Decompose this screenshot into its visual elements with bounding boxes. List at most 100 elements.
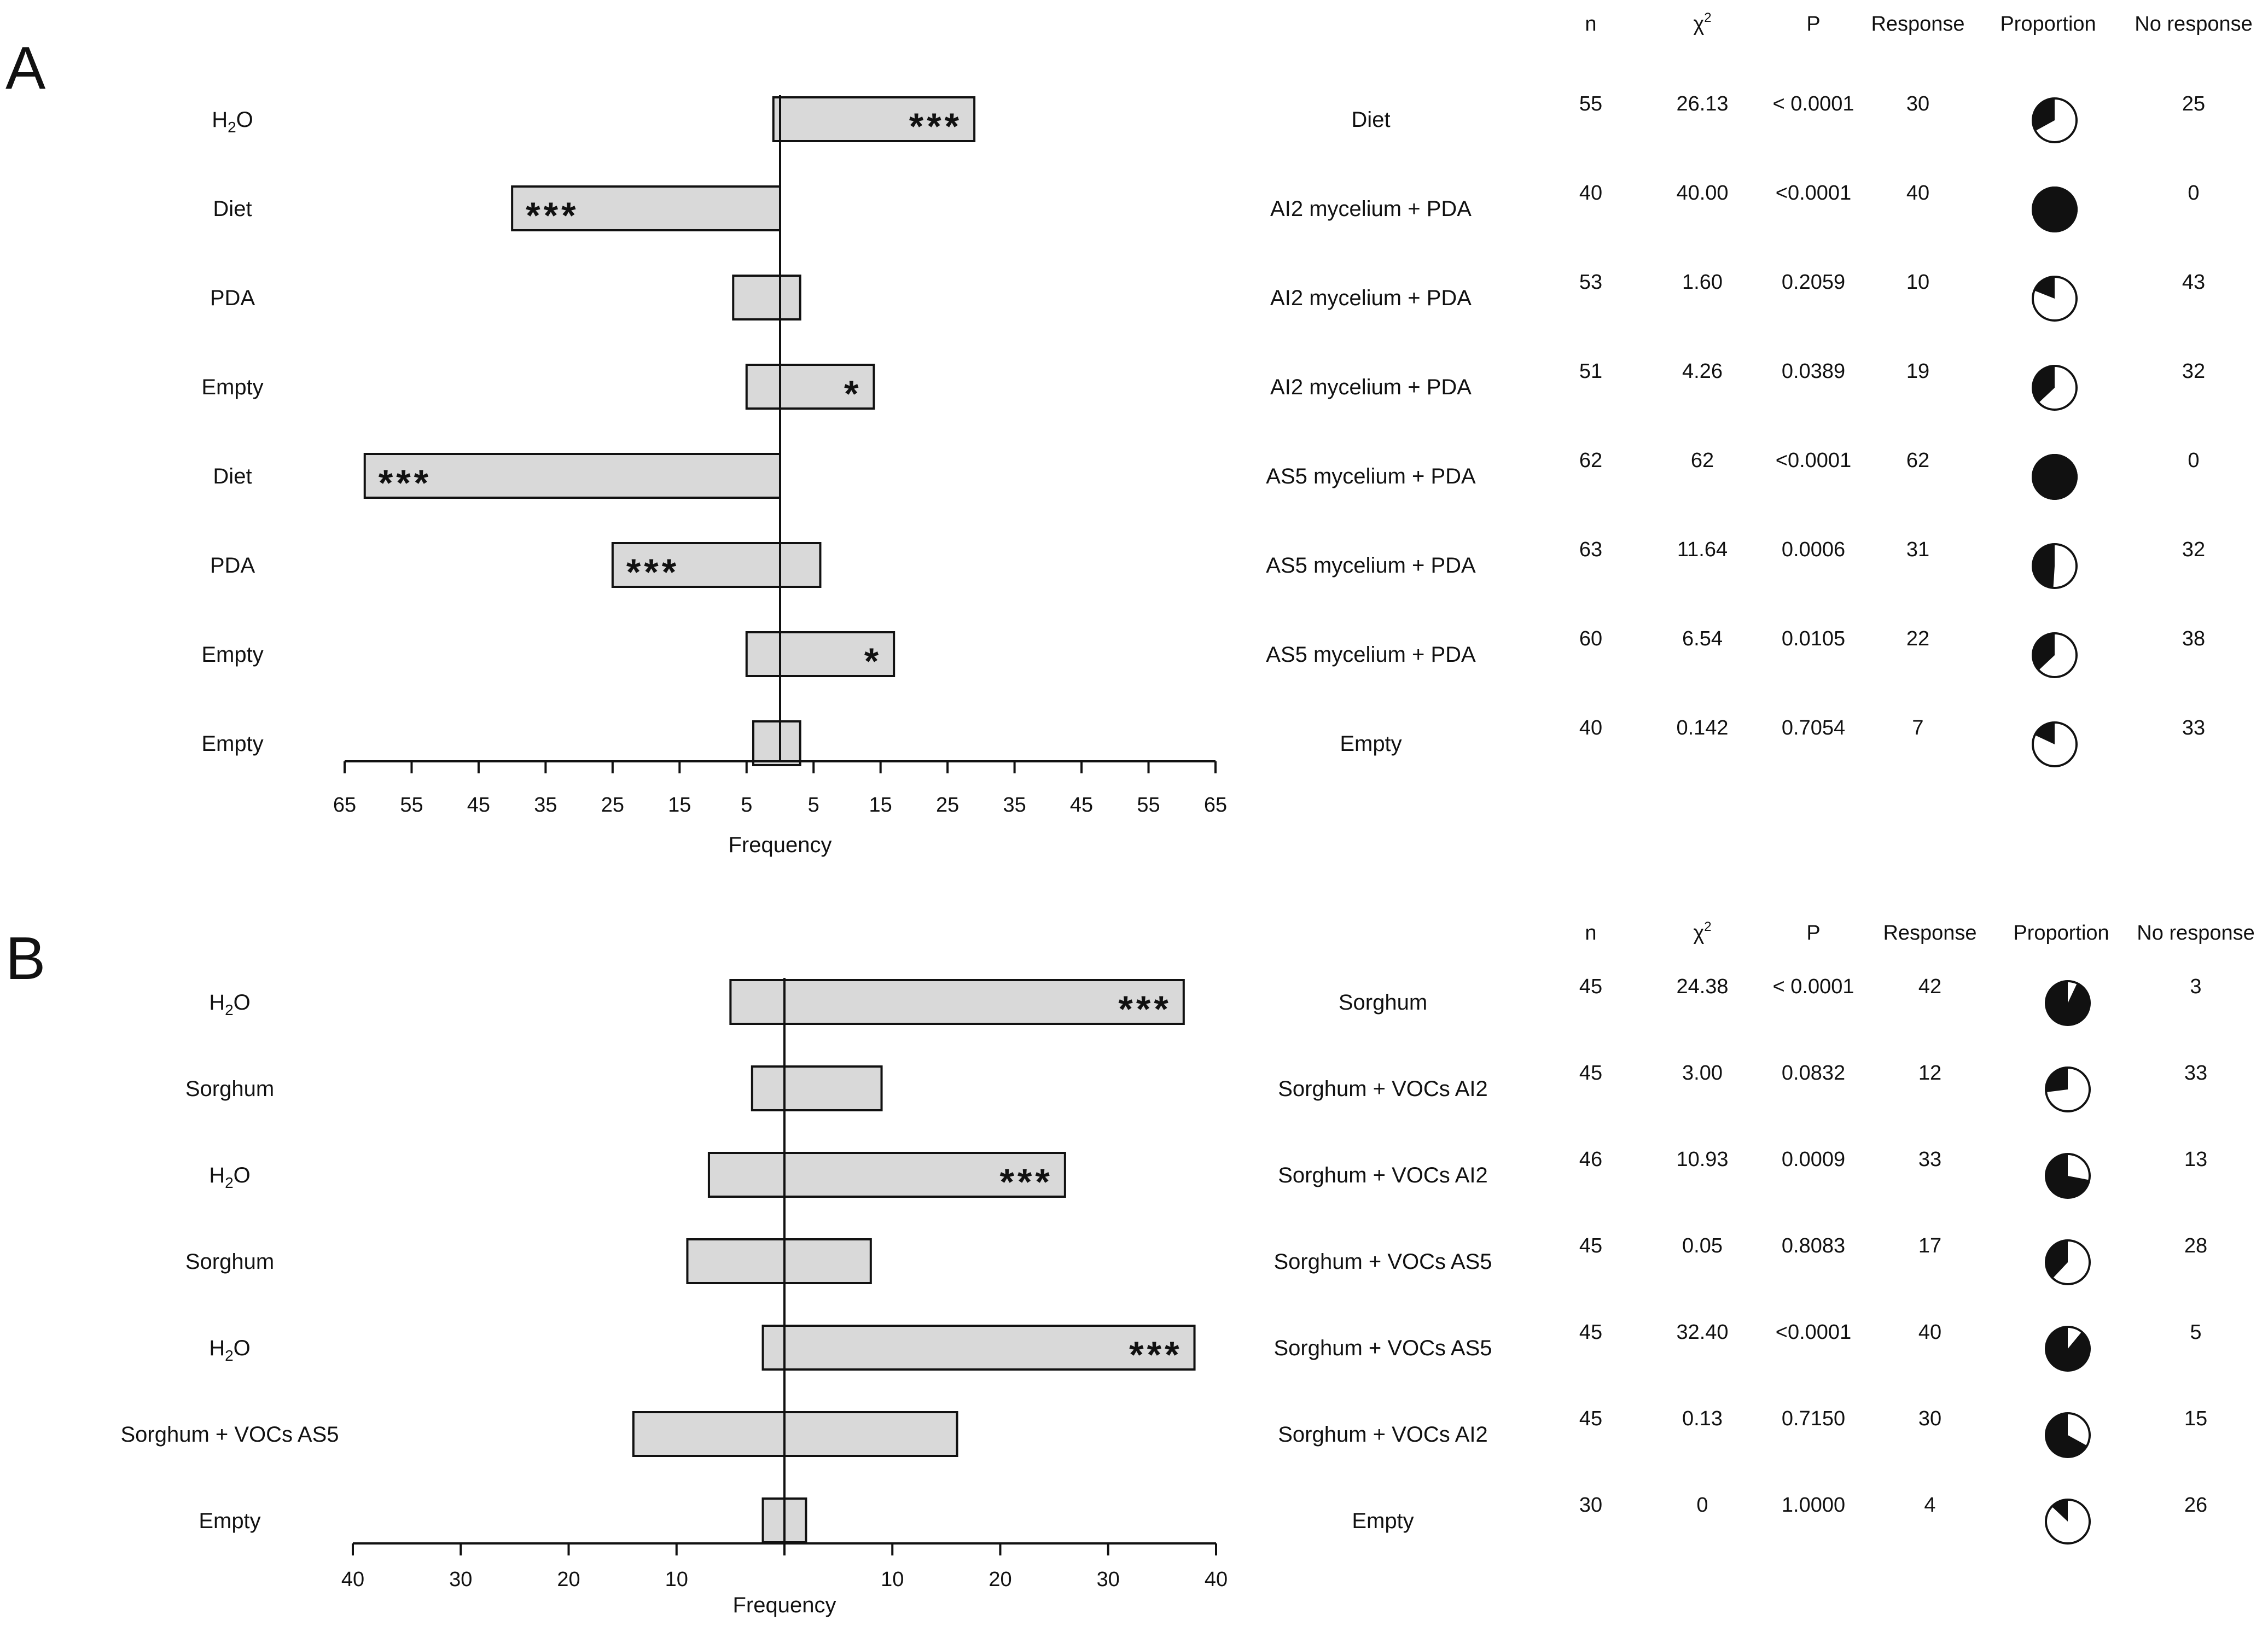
left-condition-label: H2O [212,108,253,136]
bar-row-6 [611,542,822,588]
x-tick-label: 45 [1070,794,1093,817]
n-cell: 51 [1579,360,1602,383]
no-response-cell: 28 [2184,1234,2207,1257]
left-condition-label: PDA [210,553,255,578]
left-condition-label: Empty [201,643,263,667]
bar-row-6 [632,1411,958,1457]
x-tick-label: 25 [601,794,624,817]
n-cell: 45 [1579,1234,1602,1257]
significance-stars: *** [379,462,432,504]
significance-stars: *** [999,1161,1052,1203]
x-tick-label: 55 [1137,794,1160,817]
p-value-cell: 0.0009 [1782,1148,1845,1171]
chi2-cell: 0 [1696,1494,1708,1517]
p-value-cell: 0.7150 [1782,1407,1845,1430]
response-cell: 40 [1906,182,1929,205]
no-response-cell: 32 [2182,360,2205,383]
chi2-cell: 40.00 [1676,182,1728,205]
chi2-cell: 0.142 [1676,716,1728,739]
no-response-cell: 26 [2184,1494,2207,1517]
bar-row-5 [363,453,781,499]
right-condition-label: AS5 mycelium + PDA [1266,643,1476,667]
response-cell: 40 [1918,1321,1941,1344]
right-condition-label: Sorghum + VOCs AS5 [1273,1250,1492,1274]
significance-stars: *** [1129,1334,1182,1376]
chi2-cell: 3.00 [1682,1062,1723,1085]
response-cell: 30 [1918,1407,1941,1430]
no-response-cell: 3 [2190,975,2201,998]
bar-row-1 [772,96,976,142]
proportion-pie [2045,1066,2091,1112]
response-cell: 7 [1912,716,1923,739]
proportion-pie [2045,980,2091,1026]
x-tick-label: 30 [1097,1568,1120,1591]
proportion-pie [2045,1499,2091,1545]
table-header: n [1585,922,1596,945]
left-condition-label: Empty [199,1509,260,1533]
no-response-cell: 5 [2190,1321,2201,1344]
significance-stars: *** [526,195,579,236]
x-tick-label: 15 [668,794,691,817]
chi2-cell: 62 [1691,449,1714,472]
right-condition-label: Sorghum + VOCs AI2 [1278,1423,1488,1447]
p-value-cell: 1.0000 [1782,1494,1845,1517]
left-condition-label: Diet [213,464,252,488]
right-condition-label: AI2 mycelium + PDA [1270,375,1472,399]
right-condition-label: Empty [1352,1509,1414,1533]
x-axis-title: Frequency [733,1593,836,1617]
bar-row-2 [751,1065,883,1111]
no-response-cell: 15 [2184,1407,2207,1430]
left-condition-label: H2O [209,1336,251,1364]
x-tick-label: 35 [1003,794,1026,817]
left-condition-label: Sorghum [185,1250,274,1274]
right-condition-label: Empty [1340,732,1401,756]
x-tick-label: 5 [741,794,752,817]
proportion-pie [2045,1412,2091,1458]
response-cell: 4 [1924,1494,1935,1517]
table-header: No response [2135,13,2252,36]
x-tick-label: 55 [400,794,423,817]
right-condition-label: Sorghum + VOCs AS5 [1273,1336,1492,1360]
proportion-pie [2032,276,2078,322]
p-value-cell: 0.0389 [1782,360,1845,383]
p-value-cell: <0.0001 [1776,449,1851,472]
x-tick-label: 40 [341,1568,364,1591]
response-cell: 17 [1918,1234,1941,1257]
n-cell: 45 [1579,975,1602,998]
no-response-cell: 38 [2182,627,2205,650]
significance-stars: * [864,640,882,682]
response-cell: 62 [1906,449,1929,472]
response-cell: 19 [1906,360,1929,383]
p-value-cell: 0.8083 [1782,1234,1845,1257]
n-cell: 45 [1579,1321,1602,1344]
proportion-pie [2045,1153,2091,1199]
chi2-cell: 24.38 [1676,975,1728,998]
significance-stars: * [844,373,862,415]
table-header: Response [1871,13,1964,36]
left-condition-label: Empty [201,732,263,756]
no-response-cell: 25 [2182,92,2205,115]
chi2-cell: 1.60 [1682,271,1723,294]
response-cell: 12 [1918,1062,1941,1085]
right-condition-label: AS5 mycelium + PDA [1266,553,1476,578]
left-condition-label: Empty [201,375,263,399]
left-condition-label: Sorghum [185,1077,274,1101]
significance-stars: *** [1118,988,1171,1030]
n-cell: 55 [1579,92,1602,115]
right-condition-label: AS5 mycelium + PDA [1266,464,1476,488]
bar-row-3 [707,1152,1066,1198]
p-value-cell: 0.0105 [1782,627,1845,650]
right-condition-label: Sorghum [1339,990,1427,1015]
table-header: P [1806,13,1820,36]
p-value-cell: 0.0006 [1782,538,1845,561]
proportion-pie [2045,1239,2091,1285]
response-cell: 30 [1906,92,1929,115]
bar-row-7 [745,631,895,677]
no-response-cell: 0 [2188,449,2199,472]
proportion-pie [2045,1326,2091,1372]
x-tick-label: 65 [333,794,356,817]
p-value-cell: 0.2059 [1782,271,1845,294]
no-response-cell: 32 [2182,538,2205,561]
